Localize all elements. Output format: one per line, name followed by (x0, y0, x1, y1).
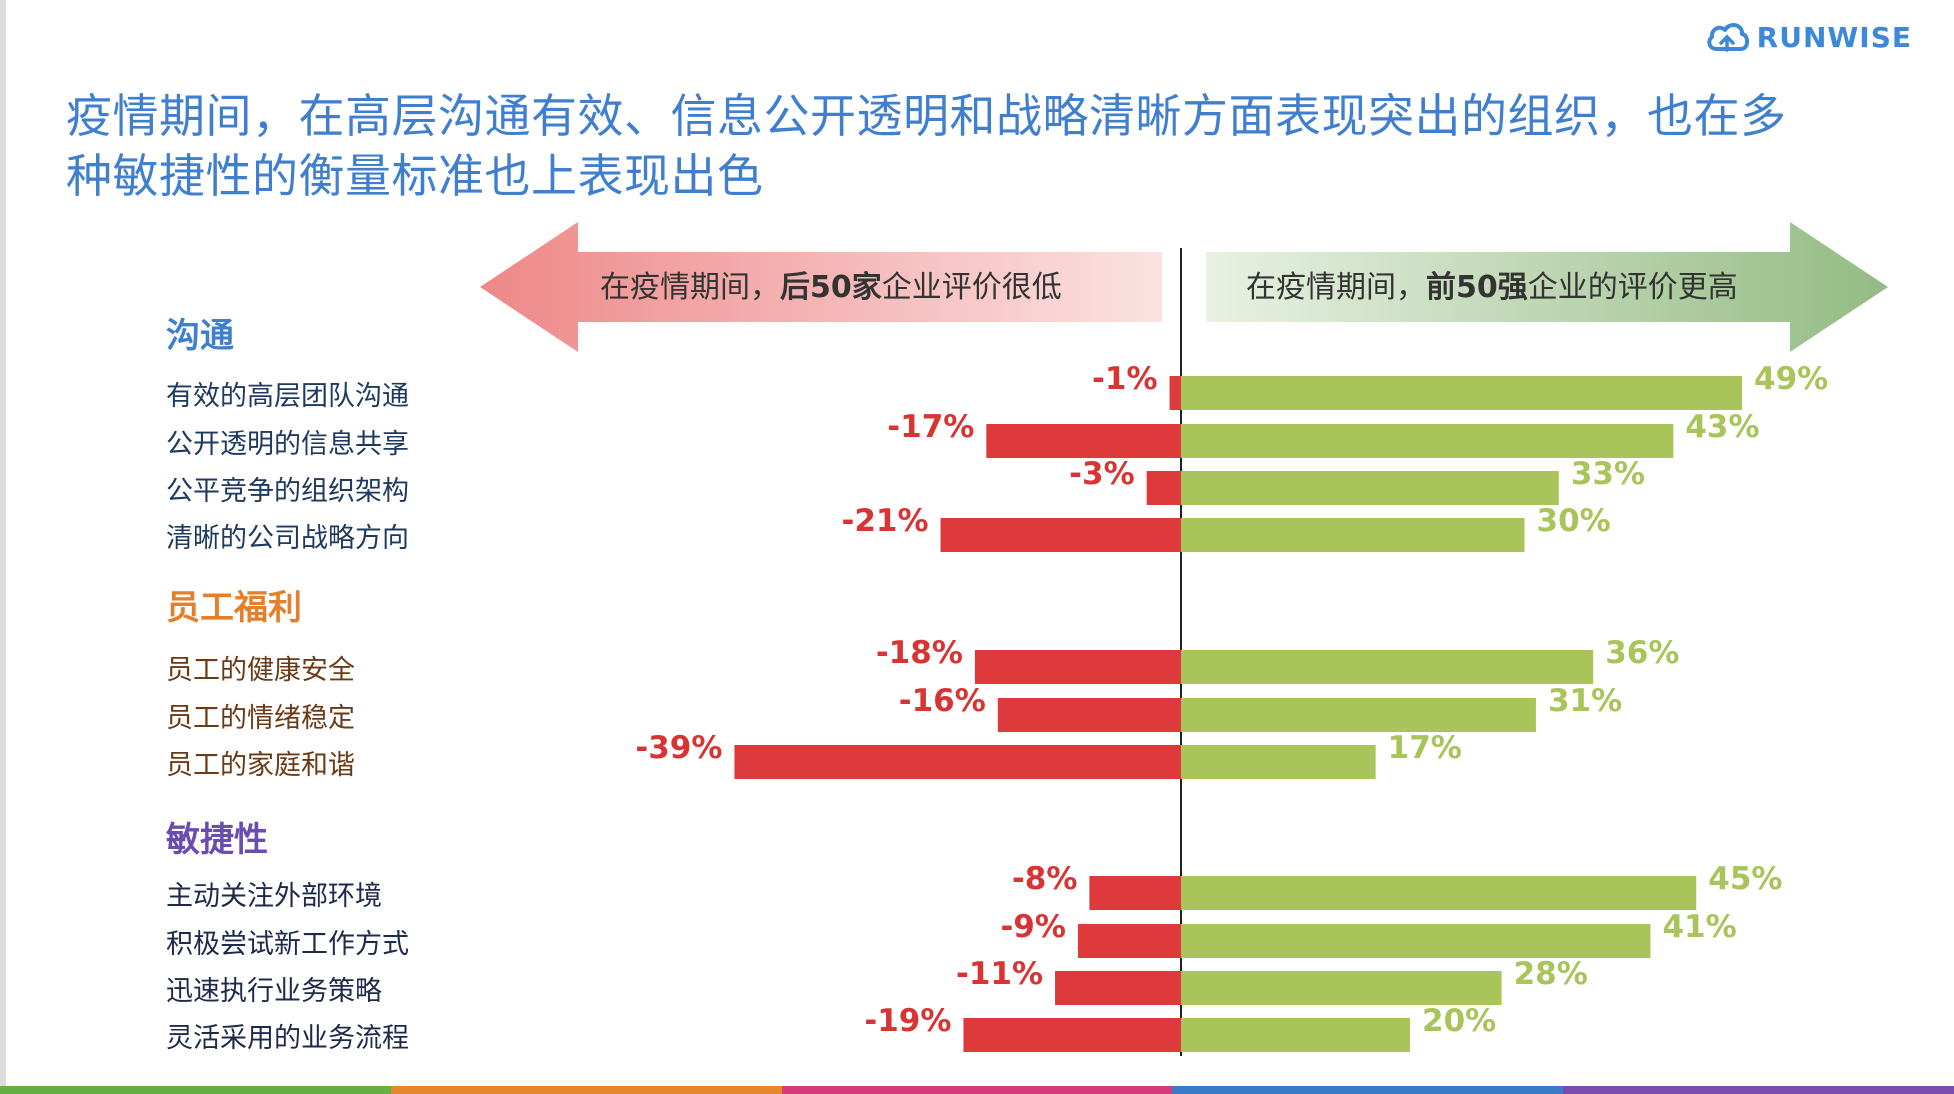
negative-bar (963, 1018, 1181, 1052)
left-banner-text: 在疫情期间，后50家企业评价很低 (600, 266, 1062, 310)
positive-bar (1181, 971, 1502, 1005)
negative-value-label: -19% (864, 1003, 951, 1039)
negative-bar (734, 745, 1181, 779)
right-arrow-banner (1206, 222, 1888, 352)
positive-bar (1181, 518, 1525, 552)
positive-bar (1181, 1018, 1410, 1052)
title-line-2: 种敏捷性的衡量标准也上表现出色 (66, 149, 764, 203)
row-label: 灵活采用的业务流程 (166, 1023, 409, 1054)
negative-value-label: -3% (1069, 456, 1135, 492)
positive-value-label: 33% (1571, 456, 1645, 492)
positive-bar (1181, 650, 1594, 684)
logo-text: RUNWISE (1756, 20, 1912, 54)
row-label: 迅速执行业务策略 (166, 976, 382, 1007)
positive-value-label: 36% (1605, 635, 1679, 671)
positive-value-label: 49% (1754, 361, 1828, 397)
positive-value-label: 28% (1514, 956, 1588, 992)
negative-bar (1077, 924, 1181, 958)
negative-bar (1055, 971, 1181, 1005)
slide-left-edge (0, 0, 6, 1094)
negative-bar (940, 518, 1181, 552)
row-label: 积极尝试新工作方式 (166, 929, 409, 960)
stripe-segment (390, 1086, 782, 1094)
left-banner-suffix: 企业评价很低 (881, 270, 1062, 305)
positive-bar (1181, 745, 1376, 779)
negative-bar (1146, 471, 1181, 505)
positive-bar (1181, 424, 1674, 458)
negative-value-label: -21% (841, 503, 928, 539)
row-label: 公开透明的信息共享 (166, 429, 409, 460)
stripe-segment (0, 1086, 391, 1094)
row-label: 主动关注外部环境 (166, 881, 382, 912)
right-banner-bold: 前50强 (1426, 270, 1528, 305)
row-label: 员工的情绪稳定 (166, 703, 355, 734)
positive-value-label: 41% (1662, 909, 1736, 945)
stripe-segment (1172, 1086, 1564, 1094)
positive-bar (1181, 876, 1697, 910)
left-banner-bold: 后50家 (780, 270, 882, 305)
positive-bar (1181, 924, 1651, 958)
row-label: 员工的健康安全 (166, 655, 355, 686)
left-banner-prefix: 在疫情期间， (600, 270, 780, 305)
cloud-logo-icon (1706, 23, 1749, 52)
left-arrow-banner (480, 222, 1162, 352)
positive-value-label: 20% (1422, 1003, 1496, 1039)
positive-bar (1181, 698, 1536, 732)
row-label: 公平竞争的组织架构 (166, 476, 409, 507)
negative-bar (1169, 376, 1181, 410)
negative-value-label: -39% (635, 730, 722, 766)
row-label: 有效的高层团队沟通 (166, 381, 409, 412)
bottom-color-stripe (0, 1086, 1954, 1094)
stripe-segment (1563, 1086, 1954, 1094)
positive-bar (1181, 376, 1743, 410)
category-heading: 员工福利 (166, 588, 302, 628)
row-label: 清晰的公司战略方向 (166, 523, 409, 554)
negative-value-label: -1% (1092, 361, 1158, 397)
positive-value-label: 45% (1708, 861, 1782, 897)
runwise-logo: RUNWISE (1705, 16, 1912, 58)
positive-value-label: 31% (1548, 683, 1622, 719)
negative-value-label: -18% (876, 635, 963, 671)
row-label: 员工的家庭和谐 (166, 750, 355, 781)
negative-value-label: -11% (956, 956, 1043, 992)
positive-value-label: 43% (1685, 409, 1759, 445)
negative-bar (1089, 876, 1181, 910)
negative-bar (997, 698, 1181, 732)
negative-bar (974, 650, 1181, 684)
right-banner-suffix: 企业的评价更高 (1527, 270, 1738, 305)
negative-bar (986, 424, 1181, 458)
positive-value-label: 30% (1537, 503, 1611, 539)
negative-value-label: -16% (899, 683, 986, 719)
right-banner-text: 在疫情期间，前50强企业的评价更高 (1246, 266, 1738, 310)
category-heading: 沟通 (166, 316, 234, 356)
negative-value-label: -9% (1000, 909, 1066, 945)
negative-value-label: -17% (887, 409, 974, 445)
positive-value-label: 17% (1388, 730, 1462, 766)
right-banner-prefix: 在疫情期间， (1246, 270, 1426, 305)
negative-value-label: -8% (1012, 861, 1078, 897)
positive-bar (1181, 471, 1559, 505)
category-heading: 敏捷性 (166, 820, 268, 860)
title-line-1: 疫情期间，在高层沟通有效、信息公开透明和战略清晰方面表现突出的组织，也在多 (66, 89, 1787, 143)
stripe-segment (781, 1086, 1173, 1094)
